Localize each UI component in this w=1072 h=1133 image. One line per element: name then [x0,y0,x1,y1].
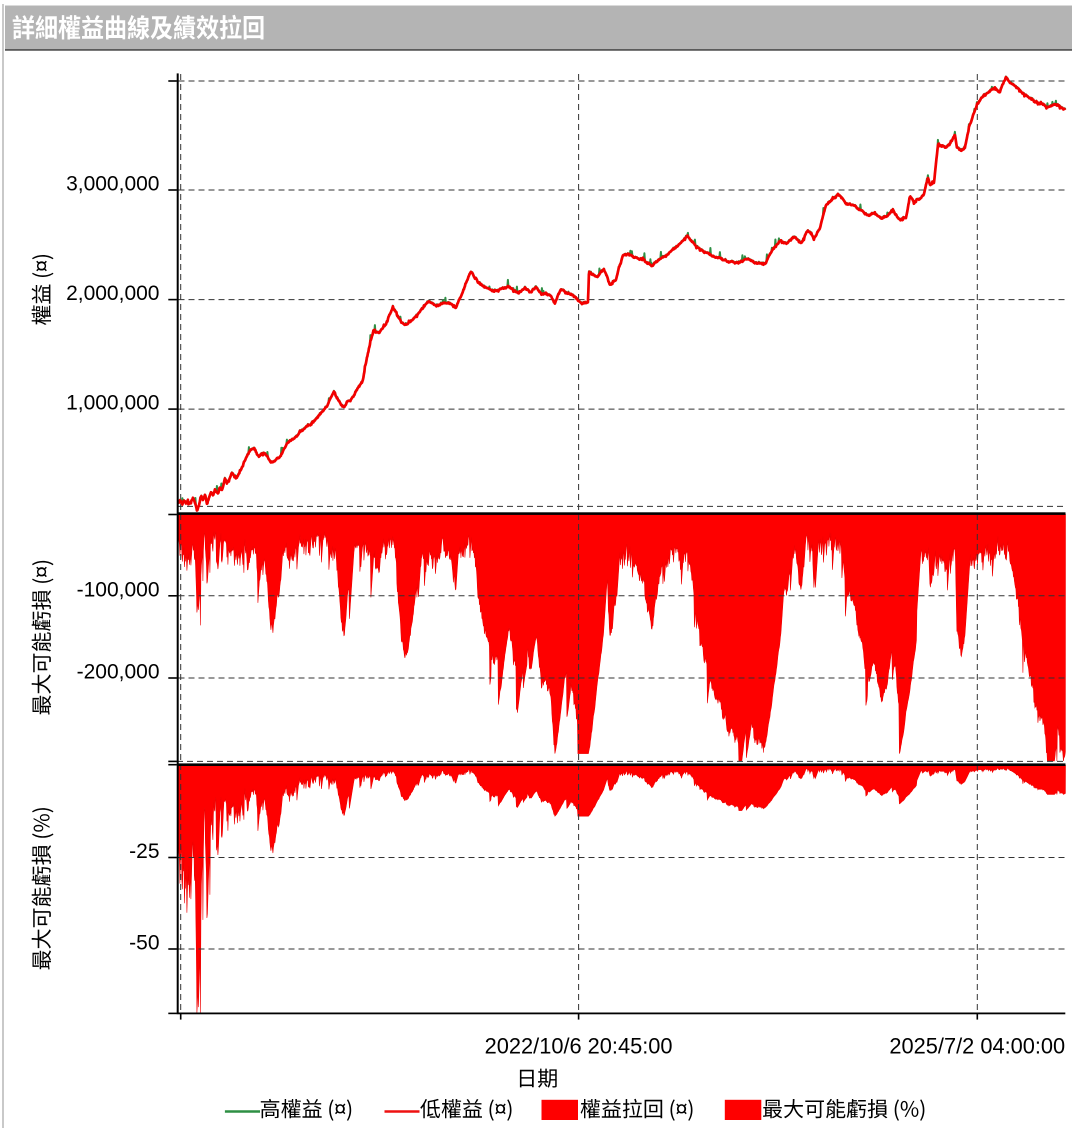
svg-text:-200,000: -200,000 [77,661,160,684]
svg-text:-100,000: -100,000 [77,579,160,602]
svg-text:2,000,000: 2,000,000 [66,282,159,305]
svg-text:-25: -25 [129,840,159,863]
svg-text:1,000,000: 1,000,000 [66,392,159,415]
svg-text:2022/10/6 20:45:00: 2022/10/6 20:45:00 [485,1034,673,1059]
svg-text:3,000,000: 3,000,000 [66,173,159,196]
svg-text:-50: -50 [129,932,159,955]
svg-text:2025/7/2 04:00:00: 2025/7/2 04:00:00 [889,1034,1065,1059]
